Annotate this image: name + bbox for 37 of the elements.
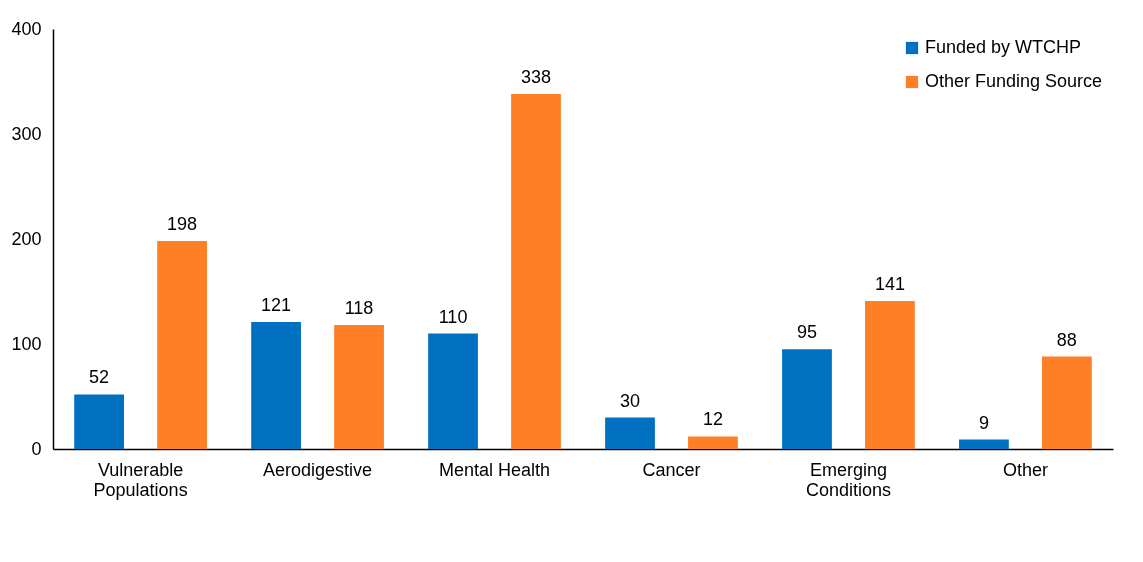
bar (959, 439, 1009, 449)
y-tick-label: 200 (11, 228, 42, 249)
data-label: 30 (619, 390, 641, 411)
data-label: 338 (520, 67, 552, 88)
data-label: 9 (978, 412, 989, 433)
data-label: 110 (438, 306, 468, 327)
data-label: 95 (796, 322, 817, 343)
bar (74, 394, 125, 449)
data-label: 121 (261, 294, 292, 315)
y-tick-label: 0 (31, 438, 42, 459)
y-tick-label: 400 (11, 18, 42, 39)
bar (511, 94, 561, 449)
data-label: 12 (702, 409, 723, 430)
y-tick-label: 300 (11, 123, 42, 144)
bar (688, 436, 738, 449)
bar (865, 300, 915, 449)
bar (251, 321, 301, 449)
data-label: 88 (1056, 329, 1077, 350)
bar (428, 333, 478, 449)
bar (1041, 356, 1092, 449)
legend-label: Funded by WTCHP (925, 37, 1082, 57)
bar (782, 349, 832, 449)
y-tick-label: 100 (11, 333, 42, 354)
x-tick-label: Other (1002, 459, 1048, 480)
x-tick-label: Mental Health (438, 459, 551, 480)
bar (334, 325, 384, 449)
x-tick-label: Aerodigestive (263, 459, 373, 480)
data-label: 141 (874, 273, 905, 294)
legend-label: Other Funding Source (925, 71, 1103, 91)
bar (605, 417, 655, 449)
x-tick-label: Vulnerable Populations (93, 459, 188, 500)
bar (157, 241, 207, 449)
data-label: 52 (89, 367, 110, 388)
data-label: 198 (167, 214, 198, 235)
x-tick-label: Emerging Conditions (805, 459, 891, 500)
x-tick-label: Cancer (642, 459, 701, 480)
data-label: 118 (344, 298, 374, 319)
